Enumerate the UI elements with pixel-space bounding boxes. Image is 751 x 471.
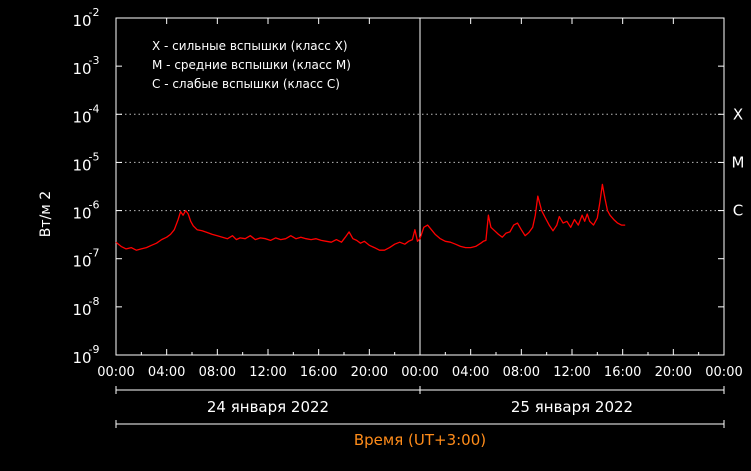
y-tick-label: 10: [72, 253, 91, 271]
x-tick-label: 04:00: [148, 365, 185, 380]
y-tick-label: 10: [72, 12, 91, 30]
y-tick-exponent: -9: [89, 343, 100, 356]
x-tick-label: 16:00: [300, 365, 337, 380]
date-label: 24 января 2022: [207, 398, 329, 416]
legend-entry: C - слабые вспышки (класс C): [152, 77, 340, 91]
x-tick-label: 04:00: [452, 365, 489, 380]
x-tick-label: 12:00: [553, 365, 590, 380]
class-level-label: M: [732, 153, 745, 171]
flux-series-line: [115, 183, 626, 251]
y-tick-exponent: -7: [89, 247, 100, 260]
legend-entry: X - сильные вспышки (класс X): [152, 39, 348, 53]
y-tick-label: 10: [72, 60, 91, 78]
y-tick-exponent: -3: [89, 54, 100, 67]
y-tick-exponent: -4: [89, 102, 100, 115]
x-tick-label: 08:00: [503, 365, 540, 380]
y-tick-label: 10: [72, 349, 91, 367]
x-tick-label: 08:00: [199, 365, 236, 380]
y-tick-exponent: -6: [89, 199, 100, 212]
x-tick-label: 00:00: [401, 365, 438, 380]
y-tick-label: 10: [72, 108, 91, 126]
legend: X - сильные вспышки (класс X) M - средние…: [152, 39, 351, 91]
y-tick-label: 10: [72, 205, 91, 223]
y-tick-exponent: -2: [89, 6, 100, 19]
x-tick-label: 16:00: [604, 365, 641, 380]
x-tick-label: 12:00: [249, 365, 286, 380]
y-tick-label: 10: [72, 156, 91, 174]
date-label: 25 января 2022: [511, 398, 633, 416]
x-axis-label: Время (UT+3:00): [354, 431, 486, 449]
x-tick-label: 20:00: [655, 365, 692, 380]
x-tick-label: 20:00: [351, 365, 388, 380]
legend-entry: M - средние вспышки (класс M): [152, 58, 351, 72]
y-axis-label: Вт/м 2: [38, 191, 54, 237]
class-level-label: C: [733, 202, 743, 220]
y-tick-exponent: -8: [89, 295, 100, 308]
class-level-label: X: [733, 105, 743, 123]
x-tick-label: 00:00: [705, 365, 742, 380]
x-tick-label: 00:00: [97, 365, 134, 380]
y-tick-exponent: -5: [89, 150, 100, 163]
y-tick-label: 10: [72, 301, 91, 319]
